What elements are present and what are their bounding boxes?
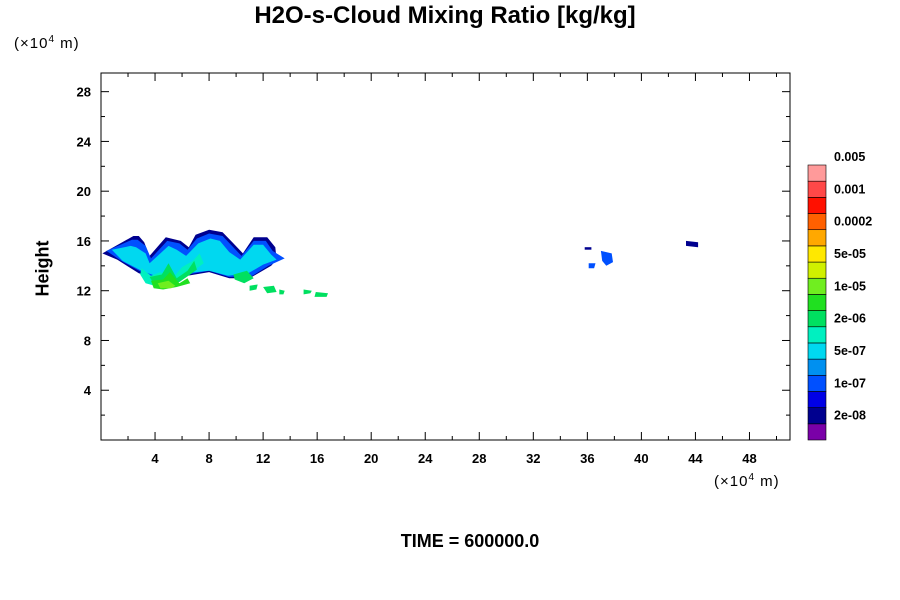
colorbar-label: 2e-08 [834, 409, 866, 423]
plot-area [102, 229, 699, 297]
colorbar-swatch [807, 407, 827, 425]
colorbar-swatch [807, 423, 827, 441]
y-unit-label: (×104 m) [14, 34, 80, 52]
y-tick-label: 24 [77, 134, 92, 149]
time-value: 600000.0 [464, 531, 540, 551]
y-tick-label: 20 [77, 184, 91, 199]
cloud-region-14 [588, 263, 596, 269]
x-tick-label: 16 [310, 451, 324, 466]
y-tick-label: 8 [84, 333, 91, 348]
x-tick-label: 24 [418, 451, 433, 466]
plot-frame [100, 72, 791, 441]
y-unit-prefix: (×10 [14, 35, 49, 52]
colorbar-swatch [807, 197, 827, 214]
x-tick-label: 48 [742, 451, 756, 466]
colorbar-swatch [807, 245, 827, 263]
cloud-field [102, 229, 699, 297]
y-tick-label: 12 [77, 284, 91, 299]
cloud-region-9 [263, 285, 277, 294]
colorbar-label: 1e-07 [834, 376, 866, 390]
cloud-region-10 [279, 289, 285, 295]
x-unit-label: (×104 m) [714, 472, 780, 490]
x-tick-label: 36 [580, 451, 594, 466]
time-prefix: TIME = [400, 531, 465, 551]
cloud-region-4 [149, 260, 197, 286]
x-tick-label: 32 [526, 451, 540, 466]
colorbar: 2e-08 1e-07 5e-07 2e-06 1e-05 5e-05 0.0002 0.00… [807, 150, 872, 441]
time-footer: TIME = 600000.0 [0, 531, 900, 552]
y-tick-label: 28 [77, 85, 91, 100]
x-unit-suffix: m) [755, 473, 780, 490]
colorbar-label: 5e-07 [834, 344, 866, 358]
cloud-region-16 [686, 240, 699, 248]
chart-title: H2O-s-Cloud Mixing Ratio [kg/kg] [254, 2, 636, 29]
x-tick-label: 4 [151, 451, 159, 466]
colorbar-swatch [807, 294, 827, 311]
x-tick-label: 28 [472, 451, 486, 466]
colorbar-swatch [807, 180, 827, 198]
cloud-region-15 [600, 250, 613, 266]
colorbar-swatch [807, 310, 827, 328]
cloud-region-6 [157, 280, 176, 289]
y-tick-label: 4 [84, 383, 92, 398]
cloud-region-8 [249, 284, 258, 291]
x-unit-prefix: (×10 [714, 473, 749, 490]
colorbar-label: 0.0002 [834, 215, 872, 229]
y-tick-label: 16 [77, 234, 91, 249]
cloud-region-2 [111, 238, 277, 279]
colorbar-label: 2e-06 [834, 312, 866, 326]
x-tick-label: 20 [364, 451, 378, 466]
colorbar-swatch [807, 277, 827, 295]
colorbar-label: 5e-05 [834, 247, 866, 261]
colorbar-label: 0.005 [834, 150, 865, 164]
cloud-region-13 [584, 247, 592, 250]
colorbar-swatch [807, 164, 827, 182]
x-unit-exponent: 4 [748, 472, 756, 483]
cloud-region-7 [233, 270, 254, 284]
y-unit-exponent: 4 [48, 34, 56, 45]
x-tick-label: 8 [205, 451, 212, 466]
colorbar-swatch [807, 374, 827, 392]
colorbar-swatch [807, 358, 827, 376]
colorbar-swatch [807, 342, 827, 360]
colorbar-swatch [807, 326, 827, 344]
cloud-region-12 [314, 292, 328, 297]
x-tick-label: 44 [688, 451, 703, 466]
x-tick-label: 12 [256, 451, 270, 466]
x-tick-label: 40 [634, 451, 648, 466]
colorbar-swatch [807, 391, 827, 408]
y-unit-suffix: m) [55, 35, 80, 52]
colorbar-swatch [807, 229, 827, 247]
colorbar-swatch [807, 261, 827, 279]
colorbar-swatch [807, 213, 827, 231]
colorbar-label: 0.001 [834, 182, 865, 196]
cloud-region-11 [303, 289, 312, 295]
colorbar-label: 1e-05 [834, 279, 866, 293]
